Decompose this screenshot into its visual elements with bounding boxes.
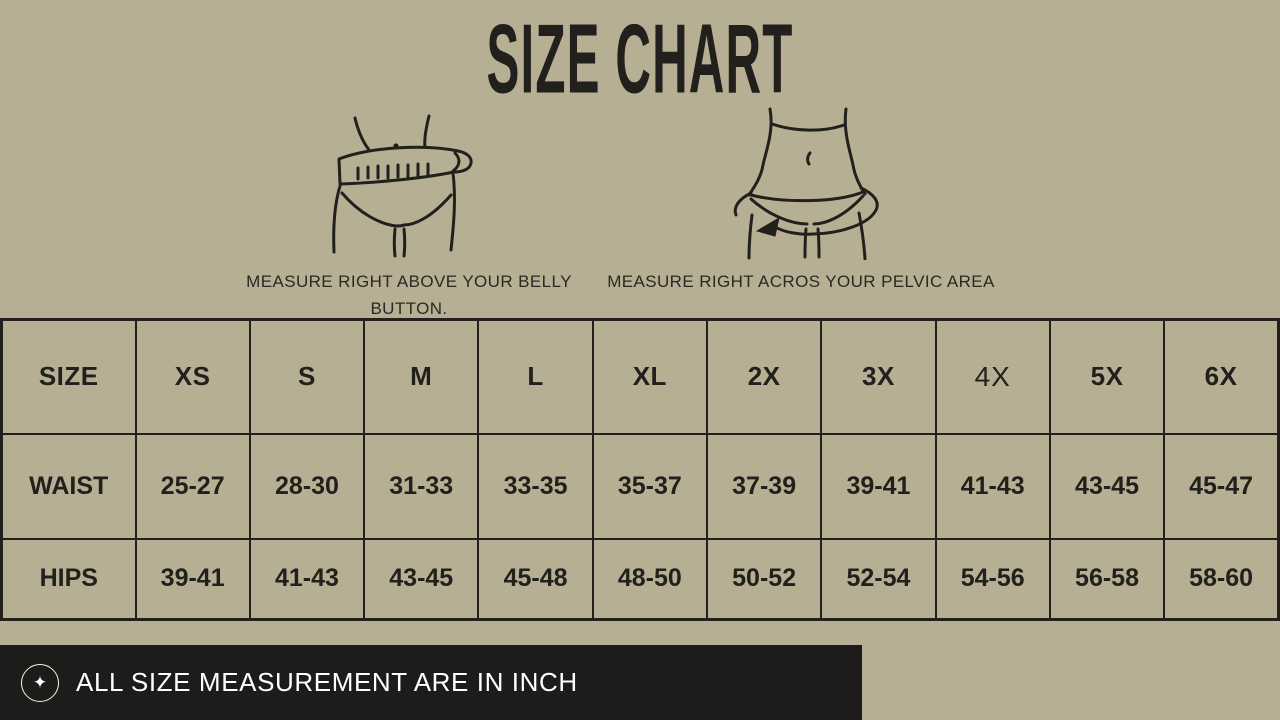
header-4x: 4X: [934, 318, 1051, 435]
header-5x: 5X: [1048, 318, 1166, 435]
size-chart-table: SIZE XS S M L XL 2X 3X 4X 5X 6X WAIST 25…: [0, 318, 1280, 621]
header-s: S: [248, 318, 366, 435]
page-title: SIZE CHART: [486, 3, 794, 114]
waist-cell: 37-39: [705, 432, 823, 540]
waist-instruction-text: MEASURE RIGHT ABOVE YOUR BELLY BUTTON.: [246, 272, 572, 318]
hips-cell: 50-52: [705, 537, 823, 621]
page-header: SIZE CHART: [0, 2, 1280, 114]
hips-cell: 39-41: [134, 537, 251, 621]
header-xl: XL: [591, 318, 708, 435]
waist-cell: 25-27: [134, 432, 251, 540]
header-m: M: [363, 318, 480, 435]
waist-cell: 41-43: [934, 432, 1051, 540]
sparkle-icon: ✦: [21, 663, 59, 702]
header-6x: 6X: [1163, 318, 1280, 435]
units-note-bar: ✦ ALL SIZE MEASUREMENT ARE IN INCH: [0, 645, 862, 720]
hips-cell: 56-58: [1048, 537, 1166, 621]
header-xs: XS: [134, 318, 251, 435]
waist-cell: 45-47: [1163, 432, 1280, 540]
waist-row: WAIST 25-27 28-30 31-33 33-35 35-37 37-3…: [0, 432, 1280, 540]
waist-tape-measure-illustration: [325, 110, 485, 260]
waist-cell: 39-41: [820, 432, 937, 540]
header-2x: 2X: [705, 318, 823, 435]
waist-cell: 35-37: [591, 432, 708, 540]
waist-cell: 28-30: [248, 432, 366, 540]
hips-measure-arrow-illustration: [722, 103, 890, 260]
hips-cell: 43-45: [363, 537, 480, 621]
hips-cell: 48-50: [591, 537, 708, 621]
header-3x: 3X: [820, 318, 937, 435]
hips-cell: 54-56: [934, 537, 1051, 621]
hips-measure-arrow-icon: [733, 107, 879, 260]
waist-tape-measure-icon: [332, 114, 473, 258]
hips-cell: 41-43: [248, 537, 366, 621]
waist-cell: 33-35: [477, 432, 594, 540]
hips-cell: 45-48: [477, 537, 594, 621]
waist-cell: 31-33: [363, 432, 480, 540]
hips-instruction-text: MEASURE RIGHT ACROS YOUR PELVIC AREA: [607, 272, 995, 291]
waist-cell: 43-45: [1048, 432, 1166, 540]
hips-row: HIPS 39-41 41-43 43-45 45-48 48-50 50-52…: [0, 537, 1280, 621]
row-label-hips: HIPS: [0, 537, 137, 621]
row-label-waist: WAIST: [0, 432, 137, 540]
hips-cell: 52-54: [820, 537, 937, 621]
units-note-text: ALL SIZE MEASUREMENT ARE IN INCH: [76, 667, 578, 697]
size-header-row: SIZE XS S M L XL 2X 3X 4X 5X 6X: [0, 318, 1280, 435]
hips-cell: 58-60: [1163, 537, 1280, 621]
header-l: L: [477, 318, 594, 435]
header-size: SIZE: [0, 318, 137, 435]
